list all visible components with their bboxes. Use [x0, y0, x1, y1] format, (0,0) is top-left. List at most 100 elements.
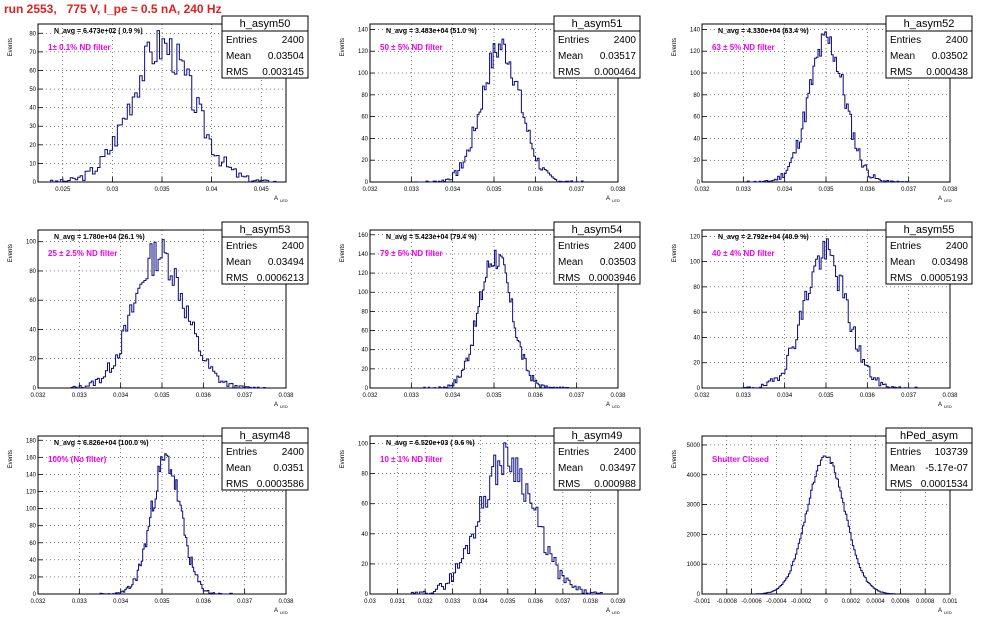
y-tick-label: 40 — [693, 335, 700, 341]
stats-title: h_asym51 — [572, 18, 623, 30]
x-tick-label: 0.036 — [528, 599, 544, 605]
x-tick-label: 0.035 — [486, 393, 502, 399]
stats-box — [885, 427, 973, 491]
stats-value: 2400 — [282, 447, 305, 458]
stats-label: Entries — [890, 35, 921, 46]
x-tick-label: 0 — [824, 599, 828, 605]
x-tick-label: -0.0004 — [766, 599, 787, 605]
y-axis-label: Events — [8, 38, 14, 56]
y-axis-label: Events — [672, 244, 678, 262]
filter-annotation: 25 ± 2.5% ND filter — [48, 249, 117, 258]
x-tick-label: 0.033 — [72, 599, 88, 605]
stats-value: 0.03494 — [268, 257, 305, 268]
x-axis-label: A — [274, 608, 278, 614]
histogram-panel-h_asym51: 0.032 0.033 0.034 0.035 0.036 0.037 0.038 0 20 40… — [340, 15, 641, 203]
stats-title: h_asym55 — [904, 224, 955, 236]
y-tick-label: 0 — [697, 592, 701, 598]
histogram-line — [423, 249, 569, 389]
y-axis-label: Events — [340, 38, 346, 56]
x-tick-label: -0.0008 — [717, 599, 738, 605]
stats-label: RMS — [558, 273, 581, 284]
y-tick-label: 140 — [358, 252, 369, 258]
y-tick-label: 80 — [29, 524, 36, 530]
x-tick-label: 0.035 — [486, 187, 502, 193]
histogram-panel-h_asym49: 0.03 0.031 0.032 0.033 0.034 0.035 0.036 0.037 0… — [340, 427, 641, 615]
y-tick-label: 0 — [33, 592, 37, 598]
x-tick-label: 0.036 — [196, 599, 212, 605]
y-tick-label: 20 — [693, 158, 700, 164]
stats-value: 0.0351 — [273, 463, 304, 474]
y-tick-label: 4000 — [687, 473, 701, 479]
x-tick-label: 0.036 — [196, 393, 212, 399]
stats-label: Mean — [890, 257, 915, 268]
stats-title: h_asym48 — [240, 430, 291, 442]
stats-title: h_asym53 — [240, 224, 291, 236]
histogram-line — [410, 442, 605, 595]
stats-label: Mean — [226, 51, 251, 62]
stats-value: 2400 — [946, 35, 969, 46]
x-tick-label: 0.001 — [942, 599, 958, 605]
histogram-line — [414, 38, 585, 183]
x-tick-label: 0.034 — [113, 393, 129, 399]
n-avg-label: N_avg = 2.792e+04 (40.9 %) — [718, 234, 809, 241]
x-axis-label: A — [938, 402, 942, 408]
x-tick-label: 0.038 — [278, 393, 294, 399]
histogram-line — [746, 31, 910, 183]
histogram-line — [70, 239, 266, 389]
y-tick-label: 60 — [361, 329, 368, 335]
y-tick-label: 80 — [29, 269, 36, 275]
x-axis-label-sub: LED — [612, 404, 620, 409]
x-axis-label: A — [938, 608, 942, 614]
x-tick-label: 0.037 — [555, 599, 571, 605]
stats-label: Entries — [890, 447, 921, 458]
x-tick-label: 0.035 — [154, 393, 170, 399]
stats-label: Mean — [890, 463, 915, 474]
x-tick-label: 0.034 — [445, 187, 461, 193]
stats-value: -5.17e-07 — [925, 463, 968, 474]
stats-value: 0.03504 — [268, 51, 305, 62]
stats-value: 0.0003586 — [257, 479, 305, 490]
x-tick-label: 0.036 — [528, 187, 544, 193]
stats-title: h_asym50 — [240, 18, 291, 30]
stats-value: 2400 — [282, 35, 305, 46]
stats-label: Entries — [558, 35, 589, 46]
x-tick-label: 0.034 — [113, 599, 129, 605]
y-tick-label: 0 — [697, 386, 701, 392]
y-tick-label: 100 — [690, 71, 701, 77]
stats-value: 0.03502 — [932, 51, 969, 62]
x-tick-label: 0.035 — [500, 599, 516, 605]
stats-value: 103739 — [935, 447, 969, 458]
histogram-line — [47, 30, 277, 183]
filter-annotation: 79 ± 5% ND filter — [380, 249, 443, 258]
y-tick-label: 20 — [693, 361, 700, 367]
stats-label: RMS — [226, 67, 249, 78]
y-axis-label: Events — [340, 244, 346, 262]
x-tick-label: 0.037 — [901, 393, 917, 399]
y-tick-label: 60 — [361, 115, 368, 121]
x-axis-label: A — [606, 196, 610, 202]
x-axis-label: A — [938, 196, 942, 202]
x-tick-label: 0.0006 — [891, 599, 910, 605]
n-avg-label: N_avg = 5.423e+04 (79.4 %) — [386, 234, 477, 241]
stats-label: RMS — [558, 67, 581, 78]
x-tick-label: 0.033 — [72, 393, 88, 399]
x-axis-label-sub: LED — [944, 404, 952, 409]
stats-value: 0.03497 — [600, 463, 637, 474]
histogram-panel-h_asym52: 0.032 0.033 0.034 0.035 0.036 0.037 0.038 0 20 40… — [672, 15, 973, 203]
stats-label: RMS — [890, 479, 913, 490]
y-tick-label: 1000 — [687, 562, 701, 568]
x-tick-label: 0.038 — [610, 187, 626, 193]
stats-value: 2400 — [614, 447, 637, 458]
x-axis-label-sub: LED — [944, 198, 952, 203]
y-tick-label: 100 — [358, 290, 369, 296]
x-tick-label: 0.0002 — [842, 599, 861, 605]
x-tick-label: 0.035 — [818, 393, 834, 399]
x-tick-label: 0.036 — [860, 187, 876, 193]
x-tick-label: 0.037 — [901, 187, 917, 193]
y-tick-label: 80 — [361, 93, 368, 99]
y-axis-label: Events — [672, 450, 678, 468]
histogram-line — [742, 238, 918, 389]
stats-label: Mean — [226, 257, 251, 268]
y-tick-label: 100 — [358, 71, 369, 77]
y-tick-label: 50 — [29, 87, 36, 93]
